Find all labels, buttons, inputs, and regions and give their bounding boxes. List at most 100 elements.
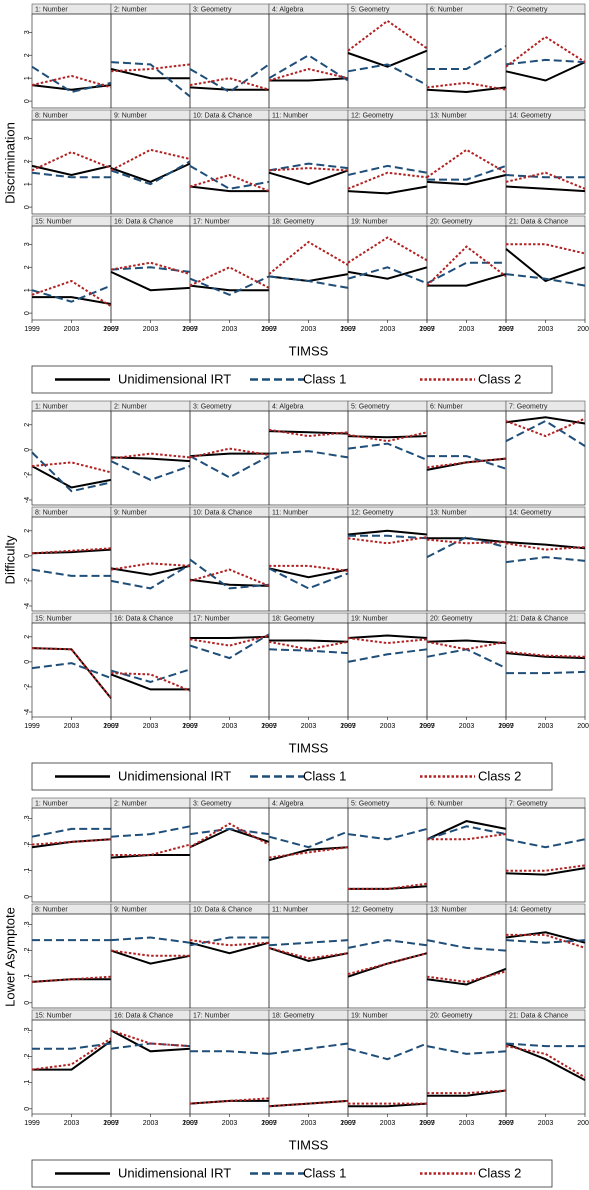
panel-frame: [426, 913, 507, 1009]
panel-title: 8: Number: [35, 112, 68, 119]
series-line: [268, 846, 349, 859]
series-line: [347, 435, 428, 439]
series-line: [505, 58, 586, 66]
series-line: [348, 1102, 428, 1108]
y-tick-label: 3: [24, 136, 31, 140]
series-line: [426, 457, 507, 471]
x-tick-label: 2007: [340, 1120, 356, 1127]
panel-title: 14: Geometry: [509, 906, 552, 913]
series-line: [31, 65, 112, 94]
x-tick-label: 2003: [538, 1120, 554, 1127]
x-tick-label: 2003: [222, 1120, 238, 1127]
series-line: [110, 949, 191, 965]
series-line: [426, 648, 507, 670]
y-tick-label: 0: [24, 895, 31, 899]
series-line: [110, 460, 191, 481]
series-line: [189, 936, 269, 947]
y-tick-label: 0: [24, 448, 31, 452]
y-tick-label: -2: [24, 578, 31, 584]
panel-title: 18: Geometry: [272, 1012, 315, 1019]
series-line: [189, 558, 270, 590]
y-tick-label: 2: [24, 529, 31, 533]
series-line: [189, 568, 270, 587]
series-line: [31, 171, 111, 179]
series-line: [347, 827, 428, 841]
x-tick-label: 1999: [24, 1120, 40, 1127]
series-line: [505, 652, 586, 660]
x-tick-label: 1999: [24, 723, 40, 730]
panel-title: 8: Number: [35, 906, 68, 913]
x-tick-label: 2003: [380, 326, 396, 333]
series-line: [189, 165, 270, 190]
series-line: [31, 647, 112, 699]
x-tick-label: 1999: [340, 326, 356, 333]
panel-title: 16: Data & Chance: [114, 1012, 173, 1019]
panel-title: 17: Number: [193, 1012, 230, 1019]
x-tick-label: 2007: [498, 1120, 514, 1127]
panel-title: 15: Number: [35, 218, 72, 225]
series-line: [426, 148, 507, 179]
x-tick-label: 2007: [419, 1120, 435, 1127]
x-tick-label: 1999: [261, 723, 277, 730]
y-tick-label: .2: [24, 948, 31, 954]
x-tick-label: 2007: [261, 723, 277, 730]
series-line: [189, 827, 270, 836]
panel-frame: [31, 516, 112, 612]
panel-frame: [505, 119, 586, 215]
series-line: [505, 838, 586, 849]
series-line: [347, 266, 428, 285]
panel-frame: [505, 1019, 586, 1115]
y-tick-label: 1: [24, 76, 31, 80]
series-line: [505, 171, 586, 190]
series-line: [268, 567, 349, 590]
panel-title: 10: Data & Chance: [193, 112, 252, 119]
x-tick-label: 1999: [340, 723, 356, 730]
series-line: [189, 1099, 269, 1105]
panel-title: 7: Geometry: [509, 6, 548, 13]
panel-frame: [505, 913, 586, 1009]
legend-label: Unidimensional IRT: [118, 768, 231, 783]
panel-title: 15: Number: [35, 1012, 72, 1019]
x-tick-label: 1999: [340, 1120, 356, 1127]
series-line: [347, 171, 428, 190]
panel-title: 6: Number: [430, 6, 463, 13]
series-line: [347, 648, 428, 663]
series-line: [347, 164, 428, 176]
panel-title: 2: Number: [114, 403, 147, 410]
panel-frame: [347, 913, 428, 1009]
legend-label: Unidimensional IRT: [118, 371, 231, 386]
series-line: [31, 568, 111, 577]
series-line: [110, 68, 190, 80]
x-tick-label: 1999: [103, 1120, 119, 1127]
series-line: [347, 63, 428, 86]
series-line: [110, 148, 191, 172]
x-axis-title: TIMSS: [289, 1137, 329, 1152]
y-tick-label: 0: [24, 1107, 31, 1111]
series-line: [268, 830, 349, 849]
y-tick-label: .1: [24, 974, 31, 980]
panel-frame: [426, 516, 507, 612]
y-tick-label: .1: [24, 868, 31, 874]
panel-frame: [189, 13, 270, 109]
x-tick-label: 1999: [419, 1120, 435, 1127]
panel-frame: [347, 13, 428, 109]
x-tick-label: 2003: [143, 326, 159, 333]
y-tick-label: 1: [24, 182, 31, 186]
y-tick-label: 0: [24, 99, 31, 103]
series-line: [427, 45, 507, 70]
panel-frame: [31, 807, 112, 903]
series-line: [268, 54, 349, 82]
panel-frame: [110, 225, 191, 321]
x-tick-label: 2003: [143, 1120, 159, 1127]
x-tick-label: 2007: [419, 723, 435, 730]
series-line: [269, 77, 349, 82]
x-tick-label: 2007: [498, 723, 514, 730]
series-line: [347, 185, 428, 195]
panel-title: 13: Number: [430, 509, 467, 516]
legend-label: Class 1: [303, 768, 346, 783]
x-tick-label: 1999: [182, 1120, 198, 1127]
y-tick-label: .1: [24, 1080, 31, 1086]
series-line: [505, 931, 586, 944]
series-line: [189, 266, 270, 289]
panel-frame: [110, 1019, 191, 1115]
